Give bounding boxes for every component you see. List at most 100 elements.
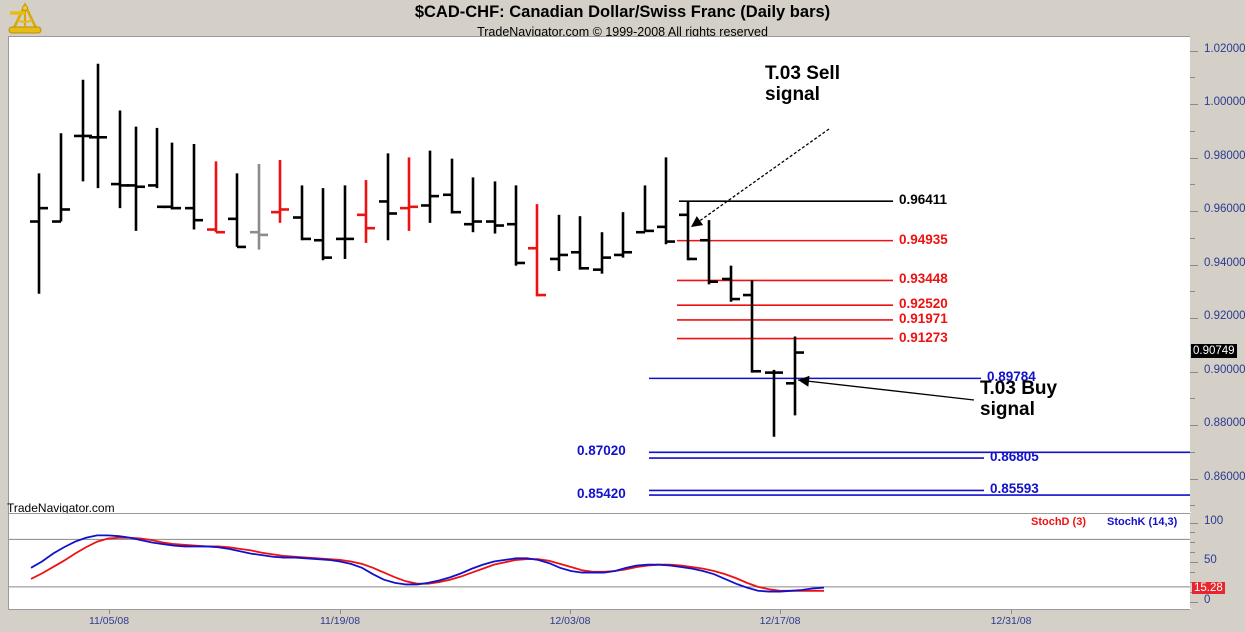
ohlc-bar: [400, 157, 418, 231]
price-level-label: 0.85593: [990, 481, 1039, 497]
price-axis-minor-tick: [1190, 211, 1195, 213]
ohlc-bar: [657, 157, 675, 245]
ohlc-bar: [700, 220, 718, 285]
ohlc-bar: [336, 185, 354, 259]
stoch-axis-label: 50: [1204, 554, 1217, 567]
price-axis-minor-tick: [1190, 157, 1195, 159]
ohlc-bar: [679, 201, 697, 261]
price-axis-label: 0.94000: [1204, 256, 1245, 269]
sell-signal-arrow: [690, 128, 830, 228]
price-axis-minor-tick: [1190, 237, 1195, 239]
ohlc-bar: [163, 142, 181, 210]
price-level-label: 0.91971: [899, 310, 948, 326]
price-axis: 1.02000 1.00000 0.98000 0.96000 0.94000 0.920…: [1190, 36, 1245, 512]
ohlc-bar: [486, 181, 504, 234]
price-axis-label: 0.90000: [1204, 363, 1245, 376]
ohlc-bar: [507, 185, 525, 266]
ohlc-bar: [421, 150, 439, 223]
ohlc-bar: [148, 127, 166, 209]
price-level-label: 0.92520: [899, 296, 948, 312]
ohlc-bar: [127, 126, 145, 231]
price-axis-minor-tick: [1190, 184, 1195, 186]
ohlc-bar: [614, 212, 632, 258]
price-level-label: 0.86805: [990, 449, 1039, 465]
price-axis-label: 0.88000: [1204, 417, 1245, 430]
stoch-axis-minor-tick: [1190, 522, 1195, 524]
price-level-label: 0.89784: [987, 369, 1036, 385]
date-axis-tick: [570, 610, 571, 614]
price-chart-svg: [30, 63, 1191, 496]
ohlc-bar: [228, 173, 246, 249]
ohlc-bar: [593, 232, 611, 274]
stoch-axis-label: 100: [1204, 514, 1224, 527]
date-axis-tick: [340, 610, 341, 614]
ohlc-bar: [743, 280, 761, 373]
sell-signal-annotation: T.03 Sell signal: [765, 63, 840, 106]
price-axis-minor-tick: [1190, 505, 1195, 507]
stochastic-axis: 100 50 0 15.28: [1190, 513, 1245, 608]
price-axis-label: 0.86000: [1204, 470, 1245, 483]
date-axis-label: 12/03/08: [549, 615, 591, 627]
stochastic-svg: [9, 534, 1191, 593]
price-level-label: 0.96411: [899, 192, 948, 208]
price-axis-minor-tick: [1190, 478, 1195, 480]
price-axis-minor-tick: [1190, 451, 1195, 453]
current-price-badge: 0.90749: [1191, 343, 1237, 358]
ohlc-bar: [207, 161, 225, 234]
date-axis-label: 11/05/08: [88, 615, 130, 627]
ohlc-bar: [464, 177, 482, 233]
price-level-label: 0.85420: [577, 486, 626, 502]
stoch-legend-stoch-d: StochD (3): [1031, 516, 1086, 528]
price-level-label: 0.93448: [899, 271, 948, 287]
stochastic-pane[interactable]: StochD (3) StochK (14,3): [8, 513, 1191, 609]
date-axis-label: 11/19/08: [319, 615, 361, 627]
ohlc-bar: [271, 160, 289, 223]
stoch-axis-minor-tick: [1190, 562, 1195, 564]
ohlc-bar: [722, 265, 740, 302]
ohlc-bar: [528, 204, 546, 297]
sextant-logo-icon: [6, 1, 44, 38]
price-chart-pane[interactable]: TradeNavigator.com 0.96411 0.94935 0.93448…: [7, 36, 1191, 515]
watermark: TradeNavigator.com: [7, 501, 115, 515]
ohlc-bar: [52, 133, 70, 223]
price-axis-label: 1.00000: [1204, 96, 1245, 109]
price-axis-minor-tick: [1190, 77, 1195, 79]
ohlc-bar: [765, 369, 783, 437]
stoch-value-badge: 15.28: [1192, 581, 1225, 594]
price-axis-minor-tick: [1190, 398, 1195, 400]
stoch-axis-minor-tick: [1190, 601, 1195, 603]
ohlc-bar: [111, 110, 129, 209]
price-axis-minor-tick: [1190, 291, 1195, 293]
copyright-notice: TradeNavigator.com © 1999-2008 All right…: [477, 25, 768, 39]
stoch-axis-minor-tick: [1190, 571, 1195, 573]
ohlc-bar: [250, 164, 268, 250]
price-axis-label: 0.96000: [1204, 203, 1245, 216]
ohlc-bar: [30, 173, 48, 294]
price-axis-minor-tick: [1190, 371, 1195, 373]
ohlc-bar: [89, 63, 107, 189]
stoch-k-line: [30, 534, 825, 593]
date-axis-tick: [780, 610, 781, 614]
page-title: $CAD-CHF: Canadian Dollar/Swiss Franc (D…: [414, 3, 831, 21]
buy-signal-annotation: T.03 Buy signal: [980, 378, 1058, 421]
ohlc-bar: [74, 79, 92, 182]
price-axis-minor-tick: [1190, 130, 1195, 132]
price-level-label: 0.91273: [899, 329, 948, 345]
stoch-axis-minor-tick: [1190, 532, 1195, 534]
price-axis-label: 0.98000: [1204, 149, 1245, 162]
stoch-legend-stoch-k: StochK (14,3): [1107, 516, 1178, 528]
price-axis-label: 0.92000: [1204, 310, 1245, 323]
price-level-label: 0.87020: [577, 443, 626, 459]
price-axis-minor-tick: [1190, 104, 1195, 106]
price-level-label: 0.94935: [899, 231, 948, 247]
stoch-axis-minor-tick: [1190, 542, 1195, 544]
price-axis-minor-tick: [1190, 318, 1195, 320]
ohlc-bar: [185, 143, 203, 230]
ohlc-bar: [293, 185, 311, 241]
ohlc-bar: [314, 188, 332, 261]
ohlc-bar: [571, 216, 589, 270]
price-axis-label: 1.02000: [1204, 42, 1245, 55]
price-axis-minor-tick: [1190, 425, 1195, 427]
stoch-axis-label: 0: [1204, 593, 1211, 606]
